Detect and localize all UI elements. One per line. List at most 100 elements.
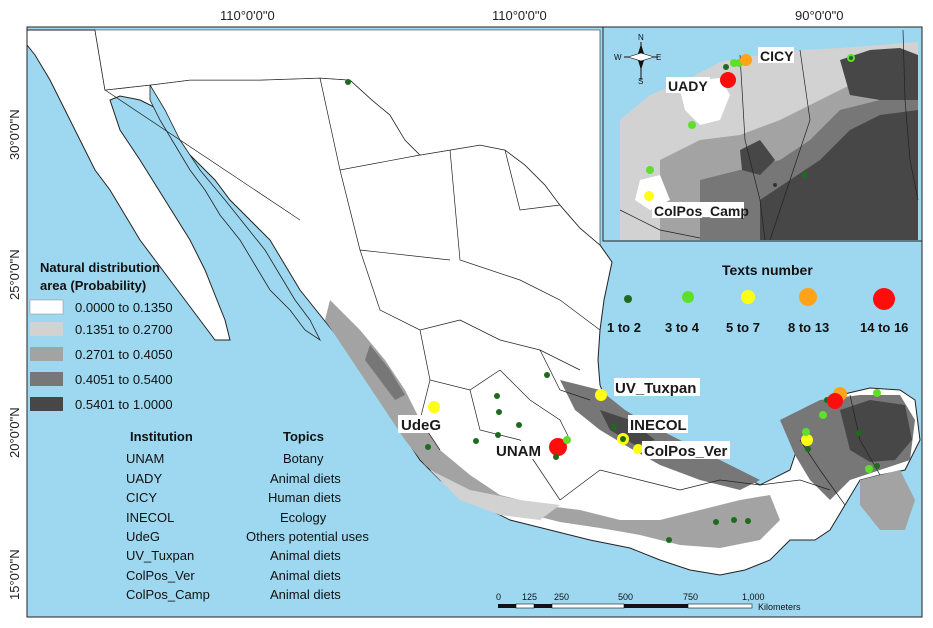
point-1-2 bbox=[425, 444, 431, 450]
graticule-label: 30°0'0"N bbox=[7, 109, 22, 160]
point-udeg bbox=[428, 401, 440, 413]
legend-class-label: 0.5401 to 1.0000 bbox=[75, 397, 173, 412]
legend-class-label: 0.4051 to 0.5400 bbox=[75, 372, 173, 387]
texts-number-legend: Texts number 1 to 2 3 to 4 5 to 7 8 to 1… bbox=[607, 262, 908, 335]
point-1-2 bbox=[494, 393, 500, 399]
legend-title-line1: Natural distribution bbox=[40, 260, 160, 275]
legend-class-label: 0.1351 to 0.2700 bbox=[75, 322, 173, 337]
scale-tick: 1,000 bbox=[742, 592, 765, 602]
point-uv-tuxpan bbox=[595, 389, 607, 401]
graticule-label: 15°0'0"N bbox=[7, 549, 22, 600]
scale-tick: 125 bbox=[522, 592, 537, 602]
institution-topic: Human diets bbox=[268, 490, 341, 505]
label-inecol: INECOL bbox=[630, 417, 687, 434]
texts-legend-title: Texts number bbox=[722, 262, 813, 278]
legend-class-label: 14 to 16 bbox=[860, 320, 908, 335]
inset-point-1-2 bbox=[802, 172, 808, 178]
institution-name: UV_Tuxpan bbox=[126, 548, 194, 563]
point-1-2 bbox=[745, 518, 751, 524]
legend-dot-3-4 bbox=[682, 291, 694, 303]
graticule-label: 25°0'0"N bbox=[7, 249, 22, 300]
institution-table: Institution Topics UNAM Botany UADY Anim… bbox=[126, 429, 369, 602]
scale-unit: Kilometers bbox=[758, 602, 801, 612]
legend-class-label: 0.0000 to 0.1350 bbox=[75, 300, 173, 315]
legend-swatch bbox=[30, 397, 63, 411]
institution-topic: Botany bbox=[283, 451, 324, 466]
graticule-label: 110°0'0"0 bbox=[492, 8, 547, 23]
inset-map: N S E W CICY UADY ColPos_Camp bbox=[602, 26, 923, 242]
point-1-2 bbox=[516, 422, 522, 428]
institution-name: ColPos_Camp bbox=[126, 587, 210, 602]
institution-topic: Others potential uses bbox=[246, 529, 369, 544]
legend-title-line2: area (Probability) bbox=[40, 278, 146, 293]
label-bg bbox=[642, 441, 730, 459]
point-1-2 bbox=[856, 430, 862, 436]
label-unam: UNAM bbox=[496, 443, 541, 460]
scale-bar: 0 125 250 500 750 1,000 Kilometers bbox=[496, 592, 801, 612]
point-1-2 bbox=[473, 438, 479, 444]
inset-point-1-2 bbox=[723, 64, 729, 70]
legend-swatch bbox=[30, 322, 63, 336]
svg-text:W: W bbox=[614, 53, 622, 62]
point-3-4 bbox=[873, 389, 881, 397]
institution-topic: Animal diets bbox=[270, 587, 341, 602]
label-bg bbox=[494, 441, 542, 459]
legend-swatch bbox=[30, 372, 63, 386]
point-1-2 bbox=[611, 424, 617, 430]
main-map-points bbox=[345, 79, 881, 543]
inset-point-8-13 bbox=[740, 54, 752, 66]
graticule-label: 110°0'0"0 bbox=[220, 8, 275, 23]
graticule-label: 20°0'0"N bbox=[7, 407, 22, 458]
point-1-2 bbox=[544, 372, 550, 378]
point-unam bbox=[549, 438, 567, 456]
legend-class-label: 1 to 2 bbox=[607, 320, 641, 335]
point-1-2 bbox=[666, 537, 672, 543]
label-cicy: CICY bbox=[760, 48, 794, 64]
label-udeg: UdeG bbox=[401, 417, 441, 434]
scale-tick: 250 bbox=[554, 592, 569, 602]
inset-point-14-16 bbox=[720, 72, 736, 88]
inset-point-3-4 bbox=[688, 121, 696, 129]
label-bg bbox=[628, 415, 688, 433]
graticule-label: 90°0'0"0 bbox=[795, 8, 843, 23]
legend-class-label: 3 to 4 bbox=[665, 320, 700, 335]
institution-name: INECOL bbox=[126, 510, 174, 525]
point-colpos-ver bbox=[633, 444, 643, 454]
inset-point-1-2 bbox=[849, 56, 853, 60]
institution-topic: Animal diets bbox=[270, 548, 341, 563]
distribution-legend: Natural distribution area (Probability) … bbox=[29, 260, 173, 412]
inset-point-1-2 bbox=[773, 183, 777, 187]
legend-swatch bbox=[30, 347, 63, 361]
institution-topic: Animal diets bbox=[270, 568, 341, 583]
legend-class-label: 5 to 7 bbox=[726, 320, 760, 335]
label-bg bbox=[652, 202, 744, 218]
point-1-2 bbox=[805, 446, 811, 452]
institution-name: UdeG bbox=[126, 529, 160, 544]
svg-text:N: N bbox=[638, 33, 644, 42]
point-1-2 bbox=[496, 409, 502, 415]
gulf-of-california bbox=[149, 83, 322, 342]
point-1-2 bbox=[713, 519, 719, 525]
label-uv-tuxpan: UV_Tuxpan bbox=[615, 380, 696, 397]
point-3-4 bbox=[865, 465, 873, 473]
point-3-4 bbox=[819, 411, 827, 419]
legend-dot-8-13 bbox=[799, 288, 817, 306]
legend-dot-1-2 bbox=[624, 295, 632, 303]
point-1-2 bbox=[345, 79, 351, 85]
legend-swatch bbox=[29, 299, 64, 315]
label-bg bbox=[614, 378, 700, 396]
northern-land bbox=[94, 29, 601, 246]
map-frame bbox=[26, 26, 923, 618]
label-uady: UADY bbox=[668, 78, 708, 94]
point-1-2 bbox=[553, 454, 559, 460]
point-inecol-inner bbox=[620, 436, 626, 442]
point-3-4 bbox=[563, 436, 571, 444]
label-colpos-camp: ColPos_Camp bbox=[654, 203, 749, 219]
inset-point-3-4 bbox=[646, 166, 654, 174]
legend-class-label: 8 to 13 bbox=[788, 320, 829, 335]
institution-topic: Animal diets bbox=[270, 471, 341, 486]
point-5-7 bbox=[801, 434, 813, 446]
svg-text:E: E bbox=[656, 53, 661, 62]
label-bg bbox=[758, 47, 794, 63]
